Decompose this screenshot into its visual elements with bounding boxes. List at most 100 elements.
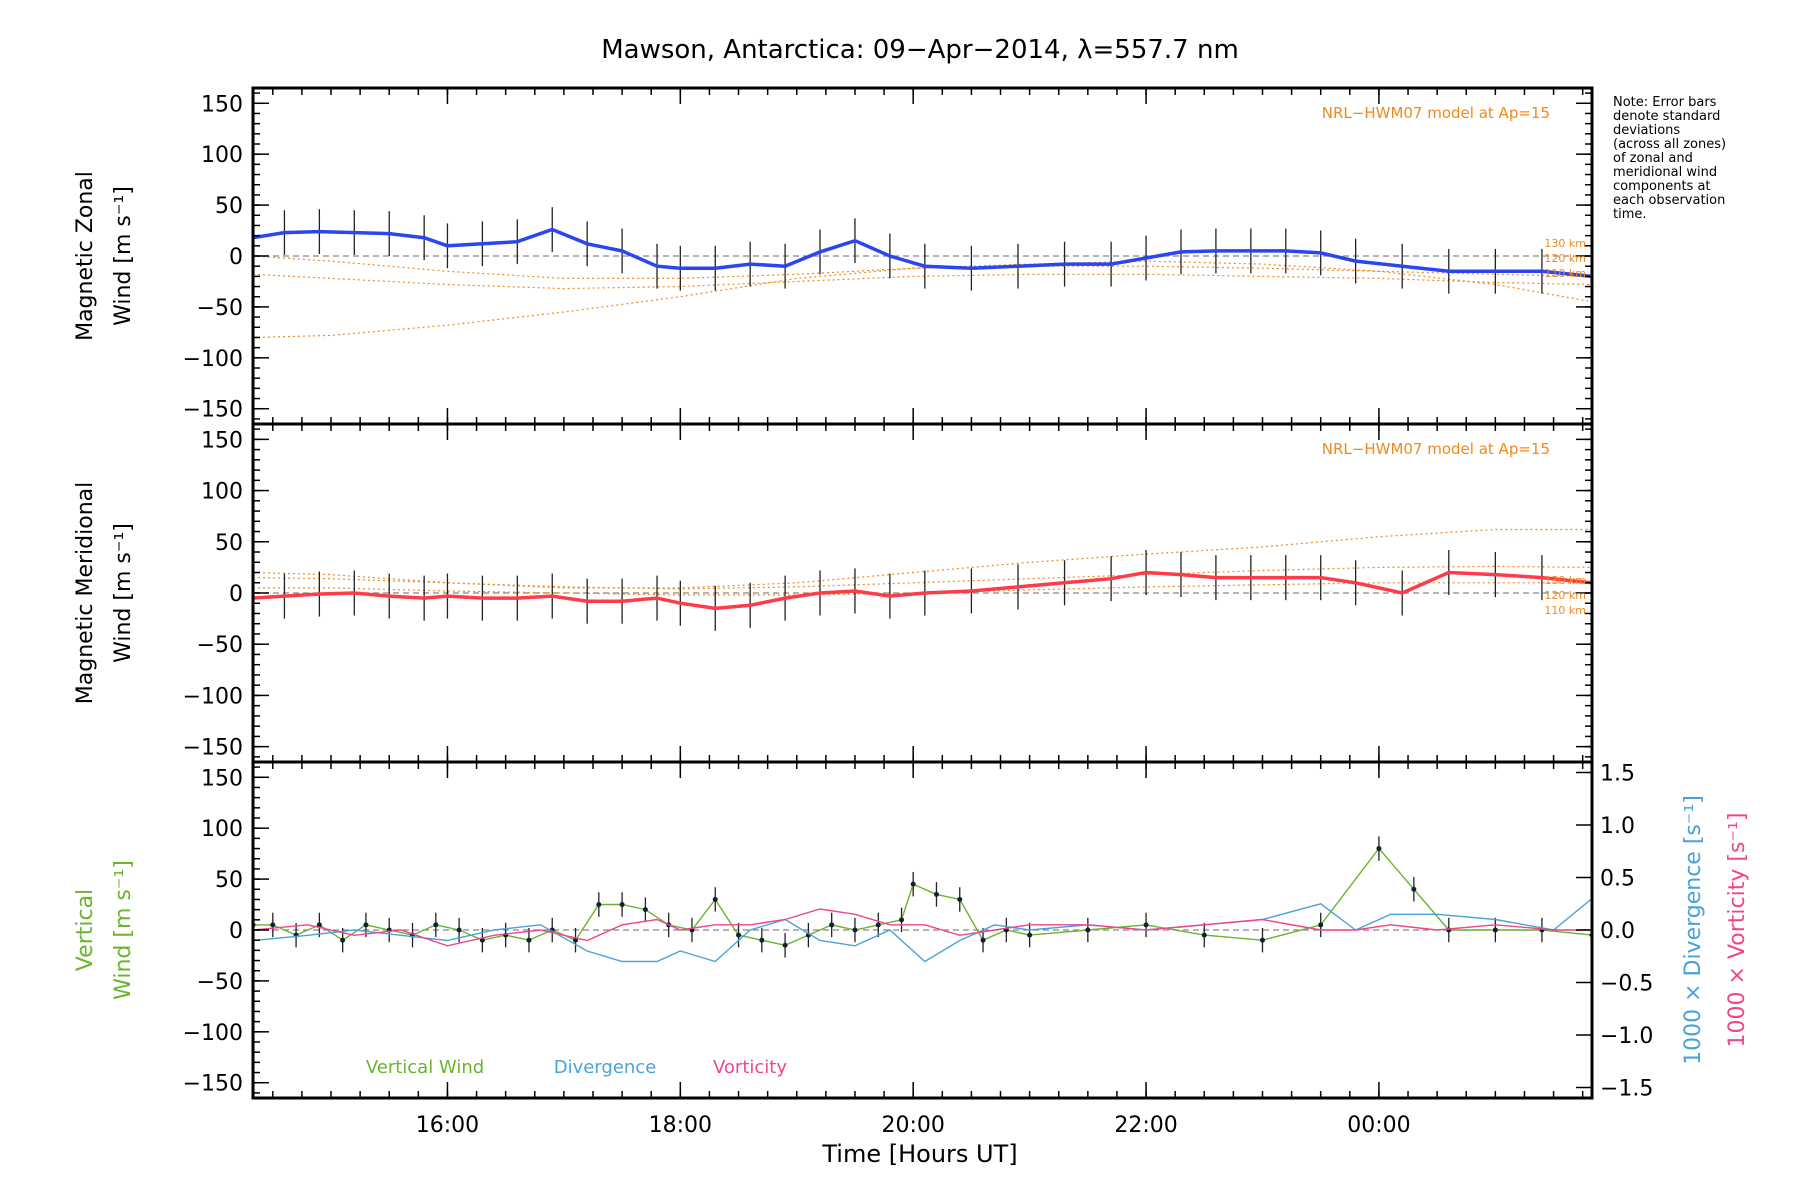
y-tick-label: 50 bbox=[215, 194, 243, 219]
note-line: denote standard bbox=[1613, 109, 1720, 124]
note-line: Note: Error bars bbox=[1613, 95, 1717, 110]
data-point bbox=[1201, 932, 1207, 938]
data-point bbox=[340, 937, 346, 943]
x-tick-label: 20:00 bbox=[881, 1113, 944, 1138]
series-vertical-wind bbox=[253, 847, 1592, 947]
y2-tick-label: 0.0 bbox=[1600, 919, 1635, 944]
y-tick-label: −150 bbox=[183, 398, 243, 423]
y-tick-label: 150 bbox=[201, 766, 243, 791]
y-tick-label: −50 bbox=[197, 633, 243, 658]
x-tick-label: 00:00 bbox=[1347, 1113, 1410, 1138]
y-tick-label: 100 bbox=[201, 817, 243, 842]
series-meridional bbox=[253, 570, 1592, 611]
data-point bbox=[1259, 937, 1265, 943]
y-axis-label: Wind [m s⁻¹] bbox=[111, 186, 136, 326]
data-point bbox=[456, 927, 462, 933]
model-curve bbox=[253, 255, 1592, 279]
data-point bbox=[573, 937, 579, 943]
model-curve bbox=[253, 273, 1592, 290]
y-tick-label: 0 bbox=[229, 919, 243, 944]
panel-meridional: −150 −100 −50 0 50 100 150 Magnetic Meridional W… bbox=[73, 422, 1594, 764]
data-point bbox=[899, 917, 905, 923]
data-point bbox=[712, 896, 718, 902]
y-tick-label: −100 bbox=[183, 347, 243, 372]
y2-tick-label: 1.0 bbox=[1600, 814, 1635, 839]
y-tick-label: −150 bbox=[183, 1072, 243, 1097]
note-line: meridional wind bbox=[1613, 165, 1717, 180]
data-point bbox=[875, 922, 881, 928]
y-tick-label: 50 bbox=[215, 868, 243, 893]
data-point bbox=[1143, 922, 1149, 928]
model-annotation: NRL−HWM07 model at Ap=15 bbox=[1322, 440, 1550, 458]
data-point bbox=[479, 937, 485, 943]
model-level-label: 120 km bbox=[1544, 252, 1586, 265]
data-point bbox=[1027, 932, 1033, 938]
y-axis-label: Wind [m s⁻¹] bbox=[111, 860, 136, 1000]
data-point bbox=[957, 896, 963, 902]
panel-vertical: −150 −100 −50 0 50 100 150 16:00 18:00 20:00 22:00… bbox=[73, 760, 1750, 1138]
y2-axis-label: 1000 × Vorticity [s⁻¹] bbox=[1725, 813, 1750, 1048]
data-point bbox=[852, 927, 858, 933]
note-line: time. bbox=[1613, 207, 1647, 222]
series-zonal bbox=[253, 227, 1592, 279]
data-point bbox=[1376, 846, 1382, 852]
y-tick-label: 150 bbox=[201, 428, 243, 453]
legend-entry: Vertical Wind bbox=[366, 1057, 484, 1078]
model-level-label: 130 km bbox=[1544, 237, 1586, 250]
data-point bbox=[980, 937, 986, 943]
x-tick-label: 22:00 bbox=[1114, 1113, 1177, 1138]
y-tick-label: −100 bbox=[183, 1021, 243, 1046]
y2-tick-label: −1.0 bbox=[1600, 1024, 1653, 1049]
chart-title: Mawson, Antarctica: 09−Apr−2014, λ=557.7… bbox=[601, 35, 1239, 65]
data-point bbox=[596, 902, 602, 908]
y-tick-label: −50 bbox=[197, 970, 243, 995]
data-point bbox=[759, 937, 765, 943]
note-line: of zonal and bbox=[1613, 151, 1693, 166]
data-point bbox=[642, 907, 648, 913]
model-curve bbox=[253, 528, 1592, 589]
data-point bbox=[316, 922, 322, 928]
y-tick-label: 150 bbox=[201, 92, 243, 117]
series-divergence bbox=[253, 897, 1592, 963]
data-point bbox=[526, 937, 532, 943]
plot-area bbox=[253, 528, 1592, 631]
model-curve bbox=[253, 565, 1592, 590]
note-line: deviations bbox=[1613, 123, 1680, 138]
y2-tick-label: 0.5 bbox=[1600, 867, 1635, 892]
data-point bbox=[1318, 922, 1324, 928]
y2-tick-label: −1.5 bbox=[1600, 1077, 1653, 1102]
model-level-label: 120 km bbox=[1544, 589, 1586, 602]
x-tick-label: 18:00 bbox=[649, 1113, 712, 1138]
y-tick-label: −50 bbox=[197, 296, 243, 321]
y-axis-label: Vertical bbox=[73, 889, 98, 971]
note-line: (across all zones) bbox=[1613, 137, 1726, 152]
model-curve bbox=[253, 260, 1592, 339]
note-line: each observation bbox=[1613, 193, 1725, 208]
data-point bbox=[363, 922, 369, 928]
y-tick-label: 0 bbox=[229, 245, 243, 270]
plot-area bbox=[253, 207, 1592, 339]
chart-panels: −150 −100 −50 0 50 100 150 Magnetic Zonal Wind [… bbox=[73, 86, 1750, 1138]
y-axis-label: Wind [m s⁻¹] bbox=[111, 523, 136, 663]
data-point bbox=[1492, 927, 1498, 933]
y-tick-label: 50 bbox=[215, 531, 243, 556]
y-tick-label: 0 bbox=[229, 582, 243, 607]
data-point bbox=[782, 942, 788, 948]
data-point bbox=[1411, 886, 1417, 892]
series-vorticity bbox=[253, 908, 1592, 947]
data-point bbox=[736, 932, 742, 938]
legend-entry: Vorticity bbox=[713, 1057, 787, 1078]
x-axis-label: Time [Hours UT] bbox=[821, 1140, 1017, 1168]
y-tick-label: 100 bbox=[201, 143, 243, 168]
model-level-label: 110 km bbox=[1544, 267, 1586, 280]
y-axis-label: Magnetic Meridional bbox=[73, 482, 98, 704]
y-tick-label: −150 bbox=[183, 736, 243, 761]
note-line: components at bbox=[1613, 179, 1711, 194]
y2-axis-label: 1000 × Divergence [s⁻¹] bbox=[1681, 795, 1706, 1065]
model-level-label: 130 km bbox=[1544, 574, 1586, 587]
data-point bbox=[270, 922, 276, 928]
y-tick-label: −100 bbox=[183, 684, 243, 709]
y2-tick-label: 1.5 bbox=[1600, 762, 1635, 787]
